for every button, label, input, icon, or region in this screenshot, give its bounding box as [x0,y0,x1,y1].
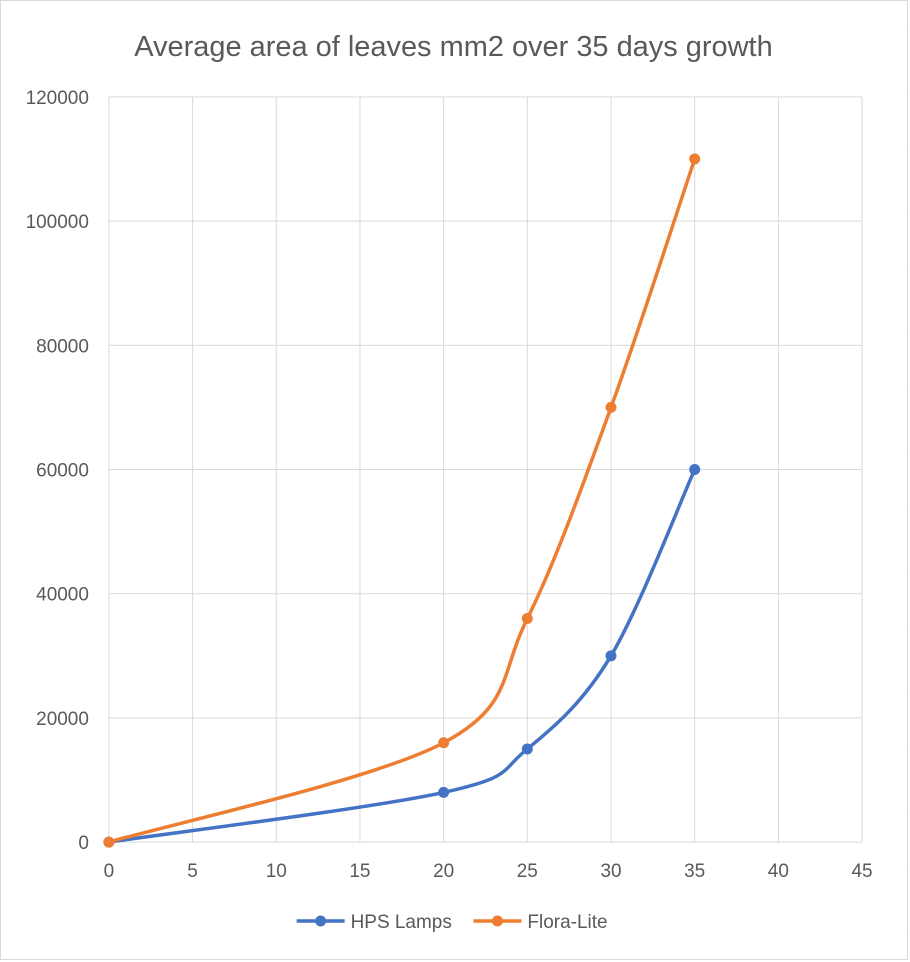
y-tick-label: 60000 [36,461,89,482]
plot-gridlines [108,96,863,843]
x-tick-label: 25 [517,861,538,882]
data-point[interactable] [605,650,617,662]
data-point[interactable] [103,836,115,848]
x-tick-label: 10 [266,861,287,882]
legend-marker [315,915,327,927]
x-tick-label: 0 [104,861,115,882]
data-point[interactable] [521,743,533,755]
data-point[interactable] [605,401,617,413]
y-tick-label: 40000 [36,585,89,606]
y-tick-label: 100000 [26,212,89,233]
series-layer [103,153,701,848]
series-line[interactable] [107,467,697,844]
x-tick-label: 45 [851,861,872,882]
legend-marker [491,915,503,927]
series-1[interactable] [103,153,701,848]
y-tick-label: 120000 [26,88,89,109]
data-point[interactable] [521,613,533,625]
data-point[interactable] [689,464,701,476]
y-axis-tick-labels: 0 20000 40000 60000 80000 100000 120000 [26,88,89,854]
x-tick-label: 20 [433,861,454,882]
legend-item[interactable]: Flora-Lite [473,912,608,933]
data-point[interactable] [689,153,701,165]
x-tick-label: 35 [684,861,705,882]
legend: HPS Lamps Flora-Lite [296,912,608,933]
x-tick-label: 30 [600,861,621,882]
legend-label: Flora-Lite [527,912,607,933]
y-tick-label: 0 [78,833,89,854]
x-tick-label: 40 [768,861,789,882]
y-tick-label: 20000 [36,709,89,730]
y-tick-label: 80000 [36,336,89,357]
x-tick-label: 5 [187,861,198,882]
chart-title: Average area of leaves mm2 over 35 days … [134,31,772,63]
data-point[interactable] [438,737,450,749]
legend-item[interactable]: HPS Lamps [296,912,452,933]
x-tick-label: 15 [349,861,370,882]
data-point[interactable] [438,786,450,798]
legend-label: HPS Lamps [351,912,452,933]
x-axis-tick-labels: 0 5 10 15 20 25 30 35 40 45 [104,861,873,882]
